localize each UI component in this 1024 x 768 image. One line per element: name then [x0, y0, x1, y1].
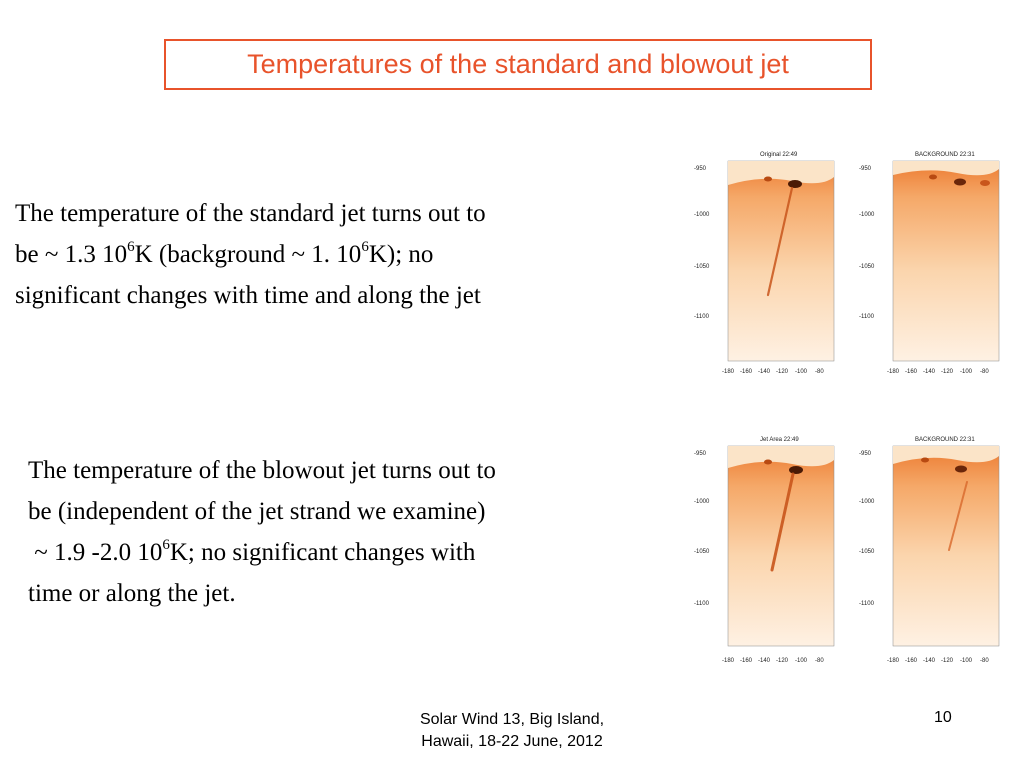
y-tick-label: -1100 — [694, 314, 710, 320]
panel-title: Jet Area 22:49 — [760, 437, 799, 443]
x-tick-label: -100 — [795, 658, 808, 664]
x-tick-label: -160 — [905, 658, 918, 664]
secondary-bright-point — [921, 457, 929, 463]
original-image-panel: Original 22:49 -950 -1000 -1050 -1100 -1… — [692, 145, 842, 381]
image-frame — [892, 160, 1000, 362]
slide-title: Temperatures of the standard and blowout… — [247, 49, 789, 79]
x-tick-label: -180 — [722, 369, 735, 375]
y-tick-label: -950 — [694, 166, 707, 172]
footer-line: Hawaii, 18-22 June, 2012 — [421, 733, 603, 750]
x-tick-label: -160 — [905, 369, 918, 375]
paragraph-line: The temperature of the blowout jet turns… — [28, 457, 496, 484]
off-limb-region — [728, 161, 834, 185]
paragraph-line: The temperature of the standard jet turn… — [15, 200, 486, 227]
page-number: 10 — [934, 709, 952, 726]
background-image-panel-bottom: BACKGROUND 22:31 -950 -1000 -1050 -1100 … — [857, 430, 1007, 666]
y-tick-label: -950 — [694, 451, 707, 457]
paragraph-line: significant changes with time and along … — [15, 282, 481, 309]
y-tick-label: -1050 — [859, 549, 875, 555]
x-tick-label: -80 — [980, 658, 989, 664]
x-tick-label: -140 — [758, 658, 771, 664]
jet-area-image-panel: Jet Area 22:49 -950 -1000 -1050 -1100 -1… — [692, 430, 842, 666]
y-tick-label: -1050 — [859, 264, 875, 270]
jet-base-bright-point — [788, 180, 802, 188]
x-tick-label: -140 — [923, 369, 936, 375]
x-tick-label: -160 — [740, 658, 753, 664]
footer-conference: Solar Wind 13, Big Island, Hawaii, 18-22… — [380, 709, 644, 753]
y-tick-label: -1050 — [694, 264, 710, 270]
x-tick-label: -160 — [740, 369, 753, 375]
image-frame — [727, 445, 835, 647]
jet-strand — [948, 481, 968, 551]
y-tick-label: -1050 — [694, 549, 710, 555]
y-tick-label: -1000 — [859, 212, 875, 218]
panel-title: Original 22:49 — [760, 152, 798, 158]
off-limb-region — [893, 446, 999, 464]
panel-title: BACKGROUND 22:31 — [915, 437, 975, 443]
x-tick-label: -100 — [795, 369, 808, 375]
x-tick-label: -120 — [776, 658, 789, 664]
y-tick-label: -950 — [859, 451, 872, 457]
background-image-panel-top: BACKGROUND 22:31 -950 -1000 -1050 -1100 … — [857, 145, 1007, 381]
x-tick-label: -140 — [923, 658, 936, 664]
off-limb-region — [728, 446, 834, 468]
panel-title: BACKGROUND 22:31 — [915, 152, 975, 158]
y-tick-label: -950 — [859, 166, 872, 172]
y-tick-label: -1100 — [859, 314, 875, 320]
x-tick-label: -80 — [980, 369, 989, 375]
secondary-bright-point — [764, 459, 772, 465]
y-tick-label: -1000 — [859, 499, 875, 505]
off-limb-region — [893, 161, 999, 176]
x-tick-label: -180 — [887, 369, 900, 375]
x-tick-label: -120 — [941, 658, 954, 664]
original-image-plot: Original 22:49 -950 -1000 -1050 -1100 -1… — [694, 152, 835, 375]
secondary-bright-point — [929, 174, 937, 180]
background-image-plot: BACKGROUND 22:31 -950 -1000 -1050 -1100 … — [859, 152, 1000, 375]
x-tick-label: -100 — [960, 658, 973, 664]
paragraph-line: ~ 1.9 -2.0 106K; no significant changes … — [28, 536, 476, 566]
x-tick-label: -180 — [887, 658, 900, 664]
footer-line: Solar Wind 13, Big Island, — [419, 711, 605, 728]
jet-strand — [770, 472, 795, 572]
paragraph-line: be ~ 1.3 106K (background ~ 1. 106K); no — [15, 238, 434, 268]
x-tick-label: -120 — [776, 369, 789, 375]
tertiary-bright-point — [980, 180, 990, 186]
y-tick-label: -1100 — [694, 601, 710, 607]
background-image-plot: BACKGROUND 22:31 -950 -1000 -1050 -1100 … — [859, 437, 1000, 664]
jet-strand — [766, 186, 794, 297]
x-tick-label: -80 — [815, 369, 824, 375]
image-frame — [727, 160, 835, 362]
y-tick-label: -1000 — [694, 499, 710, 505]
secondary-bright-point — [764, 176, 772, 182]
jet-base-bright-point — [954, 178, 966, 186]
x-tick-label: -80 — [815, 658, 824, 664]
x-tick-label: -120 — [941, 369, 954, 375]
jet-base-bright-point — [789, 466, 803, 474]
standard-jet-paragraph: The temperature of the standard jet turn… — [15, 193, 486, 316]
image-frame — [892, 445, 1000, 647]
x-tick-label: -140 — [758, 369, 771, 375]
x-tick-label: -180 — [722, 658, 735, 664]
jet-base-bright-point — [955, 465, 967, 473]
x-tick-label: -100 — [960, 369, 973, 375]
y-tick-label: -1000 — [694, 212, 710, 218]
paragraph-line: time or along the jet. — [28, 580, 236, 607]
blowout-jet-paragraph: The temperature of the blowout jet turns… — [28, 450, 496, 614]
slide-title-box: Temperatures of the standard and blowout… — [164, 39, 872, 90]
y-tick-label: -1100 — [859, 601, 875, 607]
jet-area-image-plot: Jet Area 22:49 -950 -1000 -1050 -1100 -1… — [694, 437, 835, 664]
paragraph-line: be (independent of the jet strand we exa… — [28, 498, 486, 525]
